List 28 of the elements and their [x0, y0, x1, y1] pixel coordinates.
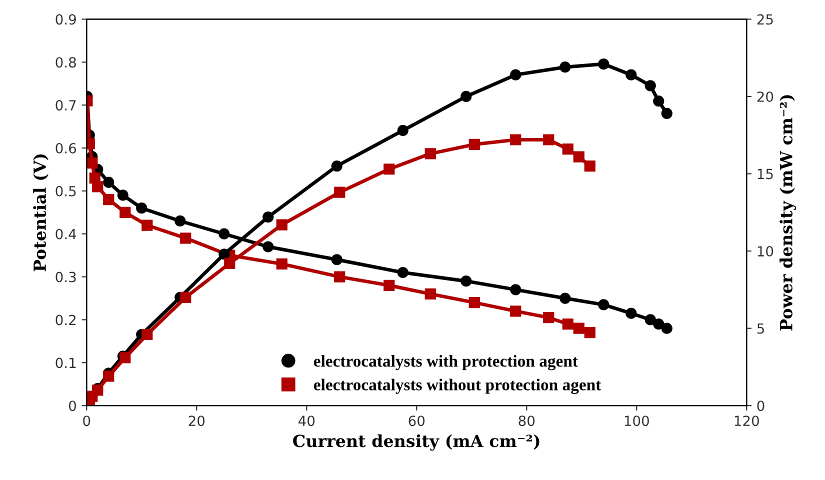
y2-tick-label: 25	[757, 14, 773, 25]
y2-tick-label: 15	[758, 168, 773, 180]
x-tick-label: 0	[83, 416, 90, 426]
y-tick-label: 0.2	[56, 314, 76, 326]
y-tick-label: 0.3	[56, 272, 76, 282]
y-tick-label: 0.9	[56, 14, 76, 25]
x-tick-label: 100	[624, 416, 649, 426]
y-axis-title: Potential (V)	[33, 154, 48, 272]
y2-axis-title: Power density (mW cm⁻²)	[780, 95, 796, 331]
x-tick-label: 80	[518, 416, 535, 426]
y-tick-label: 0.4	[56, 228, 76, 240]
y-tick-label: 0.1	[56, 358, 76, 368]
y-tick-label: 0	[68, 400, 76, 412]
y-tick-label: 0.8	[56, 57, 76, 68]
y-tick-label: 0.6	[56, 142, 76, 154]
y2-tick-label: 20	[757, 91, 774, 102]
x-axis-title: Current density (mA cm⁻²)	[293, 434, 540, 451]
x-tick-label: 60	[408, 416, 425, 426]
y2-tick-label: 10	[758, 246, 774, 257]
x-tick-label: 20	[188, 416, 205, 426]
y-tick-label: 0.7	[56, 100, 76, 111]
x-tick-label: 40	[298, 416, 315, 426]
y-tick-label: 0.5	[56, 186, 76, 196]
y2-tick-label: 0	[757, 400, 764, 412]
x-tick-label: 120	[734, 416, 759, 426]
legend-label: electrocatalysts without protection agent	[314, 378, 602, 394]
legend-label: electrocatalysts with protection agent	[314, 355, 578, 370]
y2-tick-label: 5	[757, 323, 764, 334]
